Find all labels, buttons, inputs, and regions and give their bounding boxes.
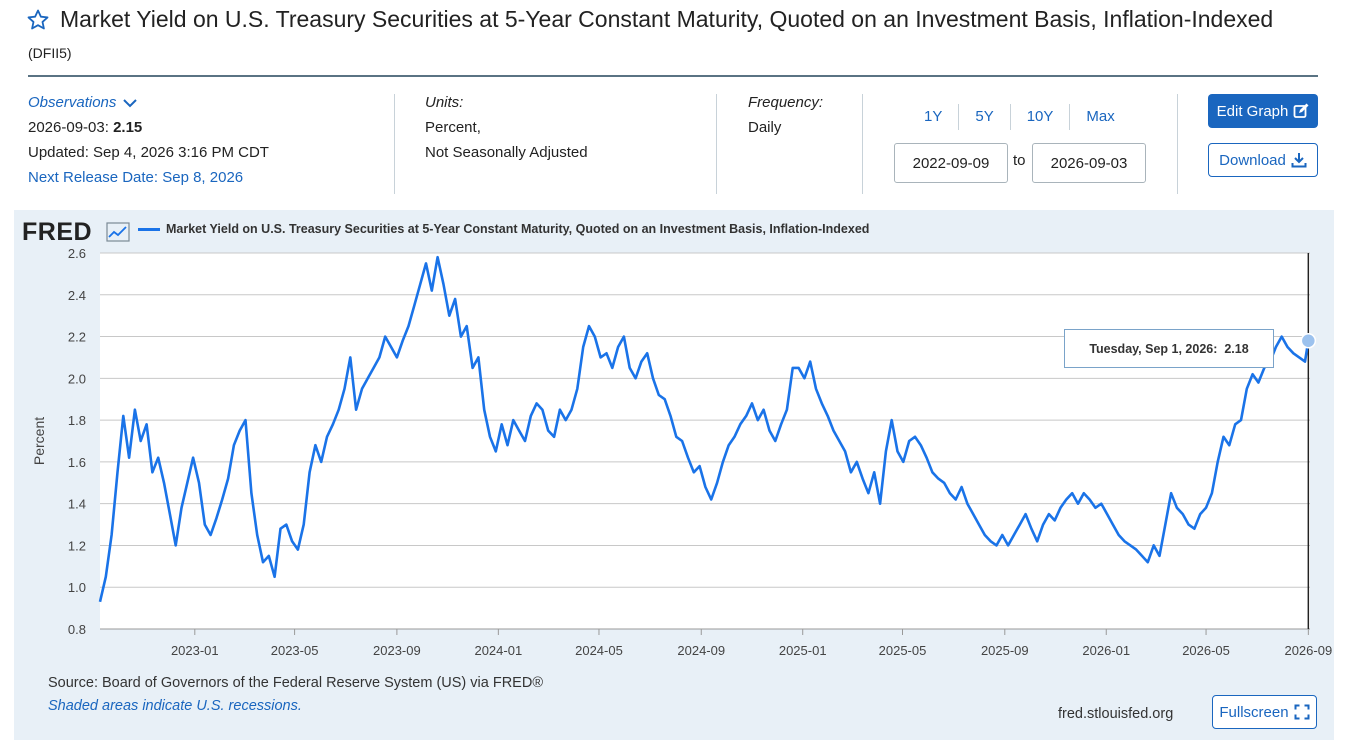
y-axis-label: Percent: [31, 417, 47, 465]
range-10y-button[interactable]: 10Y: [1011, 104, 1071, 130]
y-tick-label: 1.6: [68, 455, 86, 470]
recession-note: Shaded areas indicate U.S. recessions.: [48, 698, 302, 714]
date-to-label: to: [1013, 152, 1026, 169]
tooltip-value: 2.18: [1224, 341, 1249, 356]
x-tick-label: 2025-01: [779, 643, 827, 658]
x-tick-label: 2023-09: [373, 643, 421, 658]
range-5y-button[interactable]: 5Y: [959, 104, 1011, 130]
latest-date: 2026-09-03:: [28, 119, 109, 136]
x-tick-label: 2023-01: [171, 643, 219, 658]
frequency-value: Daily: [748, 119, 782, 136]
edit-graph-button[interactable]: Edit Graph: [1208, 94, 1318, 128]
x-tick-label: 2024-05: [575, 643, 623, 658]
title-row: Market Yield on U.S. Treasury Securities…: [26, 6, 1273, 33]
y-tick-label: 1.2: [68, 538, 86, 553]
frequency-panel: Frequency: Daily: [748, 90, 823, 140]
y-tick-label: 2.0: [68, 371, 86, 386]
updated-text: Updated: Sep 4, 2026 3:16 PM CDT: [28, 144, 269, 161]
units-label: Units:: [425, 94, 464, 111]
source-line: Source: Board of Governors of the Federa…: [48, 675, 544, 691]
hover-point: [1300, 332, 1317, 349]
x-tick-label: 2026-05: [1182, 643, 1230, 658]
x-tick-label: 2025-05: [879, 643, 927, 658]
divider: [716, 94, 717, 194]
edit-icon: [1293, 103, 1309, 118]
x-tick-label: 2023-05: [271, 643, 319, 658]
line-chart[interactable]: 0.8 1.0 1.2 1.4 1.6 1.8 2.0 2.2 2.4 2.6 2023-01 202…: [14, 240, 1334, 665]
x-tick-label: 2026-09: [1284, 643, 1332, 658]
x-tick-label: 2024-09: [677, 643, 725, 658]
divider: [394, 94, 395, 194]
fullscreen-button[interactable]: Fullscreen: [1212, 695, 1317, 729]
x-tick-label: 2025-09: [981, 643, 1029, 658]
series-line: [98, 255, 1312, 603]
plot-area: [100, 253, 1310, 629]
latest-observation: 2026-09-03: 2.15: [28, 115, 269, 140]
y-tick-label: 2.6: [68, 246, 86, 261]
range-max-button[interactable]: Max: [1086, 108, 1115, 125]
series-id: (DFII5): [28, 45, 72, 61]
download-button[interactable]: Download: [1208, 143, 1318, 177]
download-icon: [1291, 153, 1307, 168]
graph-icon: [106, 222, 130, 242]
fullscreen-icon: [1294, 704, 1310, 720]
chevron-down-icon: [123, 98, 138, 107]
range-1y-button[interactable]: 1Y: [908, 104, 960, 130]
units-line1: Percent,: [425, 119, 481, 136]
divider: [862, 94, 863, 194]
legend-series-name: Market Yield on U.S. Treasury Securities…: [166, 222, 870, 236]
observations-panel: Observations 2026-09-03: 2.15 Updated: S…: [28, 90, 269, 190]
latest-value: 2.15: [113, 119, 143, 136]
fred-logo[interactable]: FRED: [22, 218, 93, 246]
divider: [1177, 94, 1178, 194]
y-tick-label: 2.4: [68, 288, 86, 303]
chart-tooltip: Tuesday, Sep 1, 2026: 2.18: [1064, 329, 1274, 368]
x-tick-label: 2026-01: [1082, 643, 1130, 658]
star-icon[interactable]: [26, 8, 50, 32]
end-date-input[interactable]: [1032, 143, 1146, 183]
x-tick-label: 2024-01: [474, 643, 522, 658]
site-url: fred.stlouisfed.org: [1058, 706, 1174, 722]
chart-legend: Market Yield on U.S. Treasury Securities…: [138, 222, 869, 236]
fullscreen-label: Fullscreen: [1219, 703, 1289, 721]
frequency-label: Frequency:: [748, 94, 824, 111]
start-date-input[interactable]: [894, 143, 1008, 183]
title-divider: [28, 75, 1318, 77]
next-release-link[interactable]: Next Release Date: Sep 8, 2026: [28, 169, 244, 186]
y-tick-label: 1.4: [68, 497, 86, 512]
y-tick-label: 0.8: [68, 622, 86, 637]
y-tick-label: 1.8: [68, 413, 86, 428]
download-label: Download: [1219, 151, 1286, 169]
legend-swatch: [138, 227, 160, 231]
y-tick-label: 2.2: [68, 330, 86, 345]
range-buttons: 1Y 5Y 10Y Max: [908, 104, 1131, 130]
edit-graph-label: Edit Graph: [1216, 102, 1289, 120]
tooltip-date: Tuesday, Sep 1, 2026:: [1089, 341, 1218, 356]
observations-dropdown[interactable]: Observations: [28, 90, 138, 115]
page-title: Market Yield on U.S. Treasury Securities…: [60, 6, 1274, 32]
units-line2: Not Seasonally Adjusted: [425, 144, 588, 161]
units-panel: Units: Percent, Not Seasonally Adjusted: [425, 90, 588, 165]
observations-label: Observations: [28, 94, 117, 111]
y-tick-label: 1.0: [68, 580, 86, 595]
